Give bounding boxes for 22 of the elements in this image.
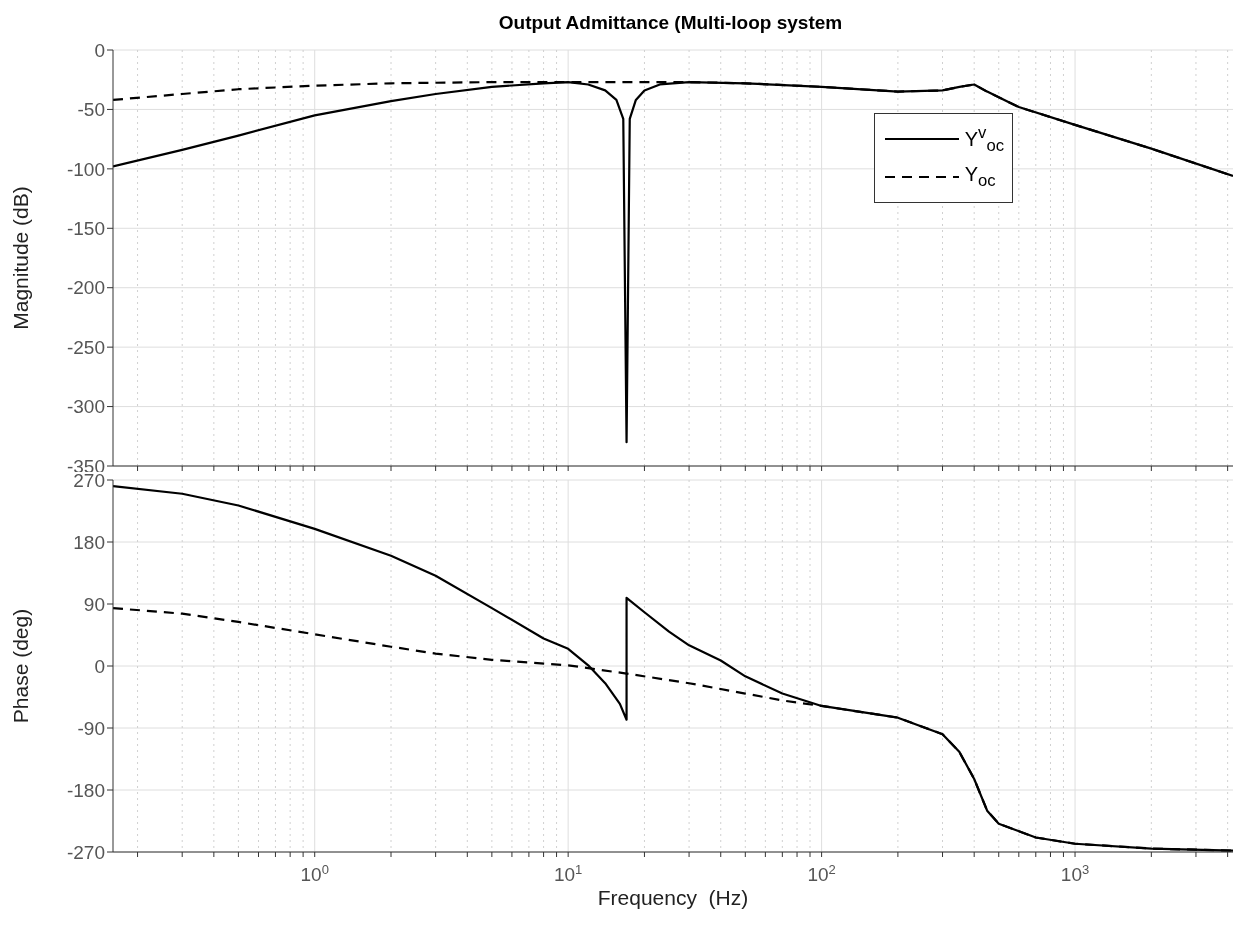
x-tick-label: 10$^{3}$: [1060, 861, 1090, 885]
chart-title: Output Admittance (Multi-loop system: [498, 12, 843, 33]
y-tick-label: -200: [66, 277, 105, 299]
y-axis-title: Magnitude (dB): [9, 186, 33, 330]
y-tick-label: -100: [66, 158, 105, 180]
y-tick-label: 90: [83, 593, 105, 615]
y-tick-label: -250: [66, 336, 105, 358]
x-tick-label: 10$^{1}$: [553, 861, 583, 885]
legend-label: Y$_{oc}$: [964, 163, 996, 191]
y-tick-label: -270: [66, 841, 105, 863]
y-axis-title: Phase (deg): [9, 608, 33, 724]
y-tick-label: -300: [66, 396, 105, 418]
y-tick-label: 0: [94, 39, 105, 61]
x-tick-label: 10$^{0}$: [300, 861, 329, 885]
y-tick-label: -90: [77, 717, 105, 739]
y-tick-label: -50: [77, 99, 105, 121]
x-axis-title: Frequency (Hz): [596, 885, 750, 911]
y-tick-label: 0: [94, 655, 105, 677]
x-tick-label: 10$^{2}$: [807, 861, 836, 885]
y-tick-label: -150: [66, 218, 105, 240]
y-tick-label: 180: [73, 531, 105, 553]
y-tick-label: -180: [66, 779, 105, 801]
